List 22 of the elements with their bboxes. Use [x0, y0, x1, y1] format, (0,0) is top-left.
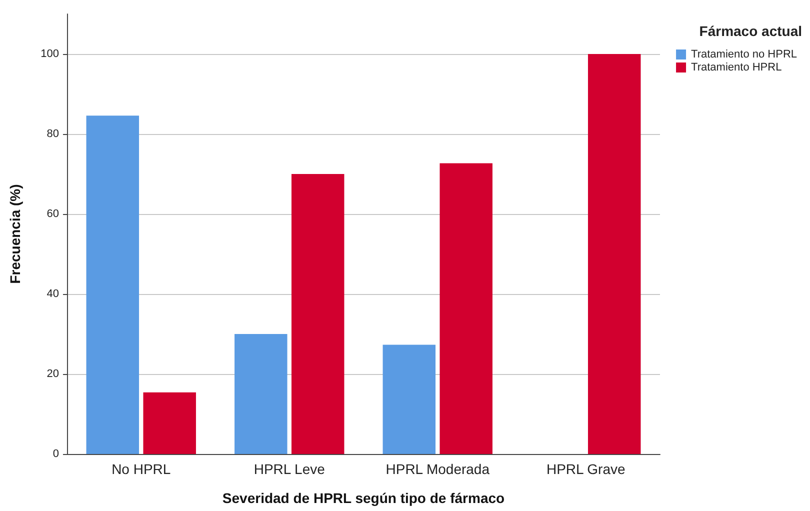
y-tick-label: 100	[40, 48, 59, 60]
bar	[234, 334, 288, 454]
y-tick-label: 80	[46, 128, 59, 140]
bar	[86, 116, 140, 454]
bar	[291, 174, 344, 454]
y-tick-label: 60	[46, 208, 59, 220]
legend-title: Fármaco actual	[699, 23, 802, 39]
x-tick-label: HPRL Moderada	[386, 461, 490, 477]
legend-label: Tratamiento no HPRL	[691, 48, 798, 60]
legend-label: Tratamiento HPRL	[691, 62, 782, 74]
bar	[588, 54, 641, 454]
bar	[440, 163, 492, 454]
x-tick-label: HPRL Grave	[546, 461, 626, 477]
x-tick-label: No HPRL	[112, 461, 171, 477]
y-axis-title: Frecuencia (%)	[7, 184, 23, 284]
y-tick-label: 40	[46, 288, 59, 300]
y-tick-label: 20	[46, 368, 59, 380]
x-axis-title: Severidad de HPRL según tipo de fármaco	[222, 490, 505, 506]
bar	[143, 392, 196, 454]
y-tick-label: 0	[52, 448, 59, 460]
x-tick-label: HPRL Leve	[254, 461, 326, 477]
bar	[382, 344, 436, 454]
